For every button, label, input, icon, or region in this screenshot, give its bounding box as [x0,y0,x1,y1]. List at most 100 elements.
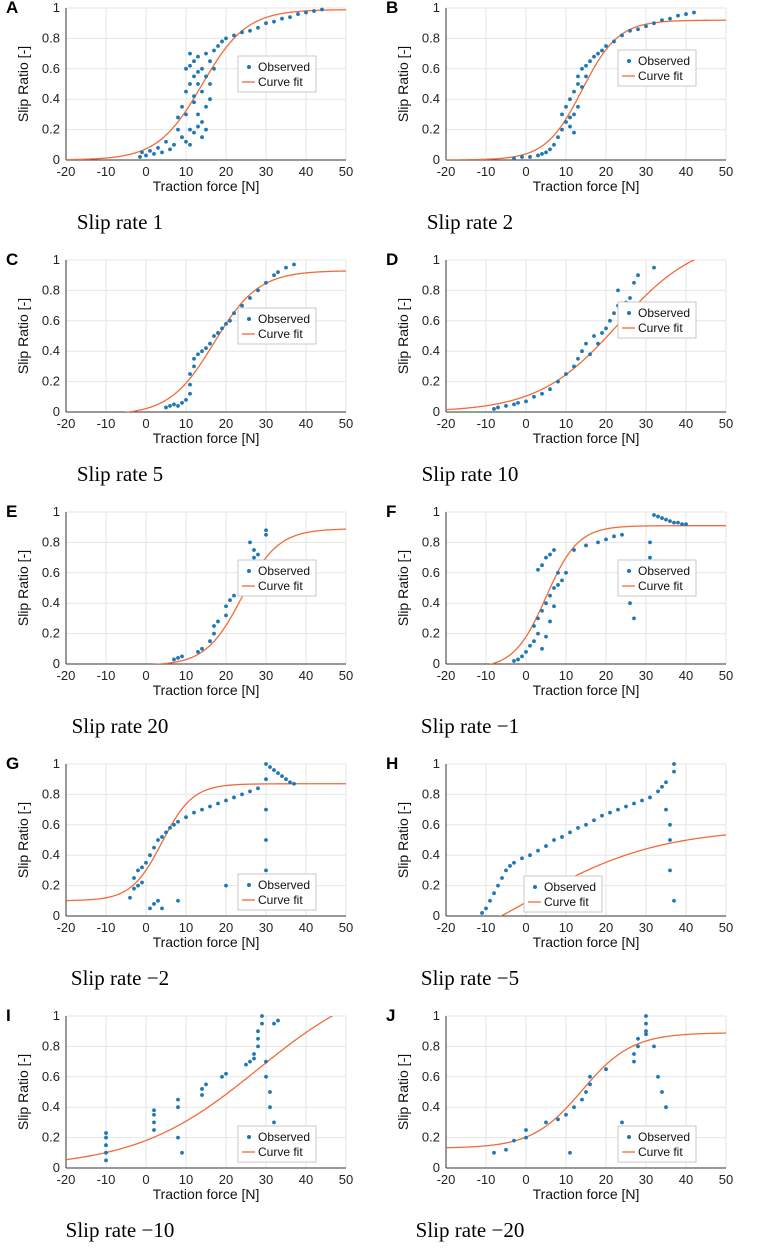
observed-point [196,352,200,357]
x-tick-label: 40 [679,920,693,935]
observed-point [608,810,612,815]
observed-point [164,139,168,144]
chart-panel-d: D Slip rate 10 -20 -10 0 10 20 30 40 50 0 0.2 0.4 0.6… [380,250,760,502]
x-tick-label: 50 [339,416,353,431]
observed-point [232,33,236,38]
observed-point [256,288,260,293]
observed-point [140,880,144,885]
observed-point [188,372,192,376]
observed-point [544,634,548,639]
observed-point [244,1062,248,1067]
x-axis-label: Traction force [N] [533,430,640,446]
observed-point [528,643,532,648]
observed-point [556,583,560,587]
observed-point [564,104,568,109]
observed-point [548,593,552,598]
observed-point [176,115,180,120]
observed-point [516,400,520,405]
legend-observed-label: Observed [638,54,690,68]
y-axis-label: Slip Ratio [-] [395,298,411,374]
y-axis-label: Slip Ratio [-] [15,802,31,878]
observed-point [200,1093,204,1097]
observed-point [544,150,548,155]
observed-point [672,520,676,525]
observed-point [684,12,688,16]
observed-point [180,1150,184,1155]
observed-point [640,798,644,803]
x-tick-label: 20 [219,920,233,935]
chart-svg: -20 -10 0 10 20 30 40 50 0 0.2 0.4 0.6 0.8 1 Traction … [395,1008,733,1202]
y-tick-label: 0.2 [42,374,60,389]
observed-point [224,613,228,618]
observed-point [608,318,612,323]
y-tick-label: 0.2 [42,626,60,641]
observed-point [672,898,676,903]
observed-point [604,1067,608,1072]
observed-point [620,33,624,38]
chart-panel-e: E Slip rate 20 -20 -10 0 10 20 30 40 50 0 0.2 0.4 0.6… [0,502,380,754]
y-tick-label: 0 [53,908,60,923]
legend-observed-label: Observed [258,1130,310,1144]
observed-point [128,895,132,900]
observed-point [136,883,140,888]
x-tick-label: 20 [599,1172,613,1187]
observed-point [272,273,276,278]
legend-observed-marker [533,885,537,889]
y-tick-label: 0.8 [422,30,440,45]
observed-point [248,296,252,300]
observed-point [528,155,532,159]
x-tick-label: -20 [437,164,456,179]
x-tick-label: 0 [522,416,529,431]
observed-point [564,1112,568,1117]
curve-fit-line [446,19,726,160]
observed-point [576,104,580,109]
observed-point [152,845,156,850]
observed-point [532,639,536,644]
observed-point [484,906,488,911]
observed-point [604,537,608,542]
observed-point [552,142,556,147]
x-tick-label: 10 [559,164,573,179]
observed-point [184,112,188,117]
observed-point [612,311,616,316]
observed-point [184,66,188,71]
legend-observed-marker [247,883,251,887]
observed-point [556,135,560,140]
y-axis-label: Slip Ratio [-] [395,802,411,878]
y-tick-label: 0.8 [422,534,440,549]
observed-point [104,1158,108,1163]
panel-label: G [6,754,20,773]
x-tick-label: -20 [57,1172,76,1187]
observed-point [228,598,232,603]
observed-point [284,777,288,782]
observed-point [260,1021,264,1026]
observed-point [560,835,564,839]
observed-point [160,150,164,155]
legend-observed-marker [247,317,251,321]
x-tick-label: -20 [437,416,456,431]
observed-point [568,115,572,120]
observed-point [512,402,516,407]
observed-point [192,130,196,135]
observed-point [172,142,176,147]
observed-point [656,1074,660,1079]
observed-point [508,863,512,868]
observed-point [544,601,548,606]
observed-point [660,784,664,789]
observed-point [536,848,540,853]
observed-point [148,906,152,911]
legend-box [617,1125,697,1163]
y-axis-label: Slip Ratio [-] [15,550,31,626]
observed-point [536,567,540,572]
observed-point [620,532,624,537]
observed-point [592,54,596,59]
observed-point [504,1147,508,1152]
observed-point [192,364,196,369]
observed-point [548,552,552,557]
legend-fit-label: Curve fit [258,1145,303,1159]
observed-point [564,372,568,376]
observed-point [612,39,616,44]
y-tick-label: 0 [53,1160,60,1175]
observed-point [152,901,156,906]
